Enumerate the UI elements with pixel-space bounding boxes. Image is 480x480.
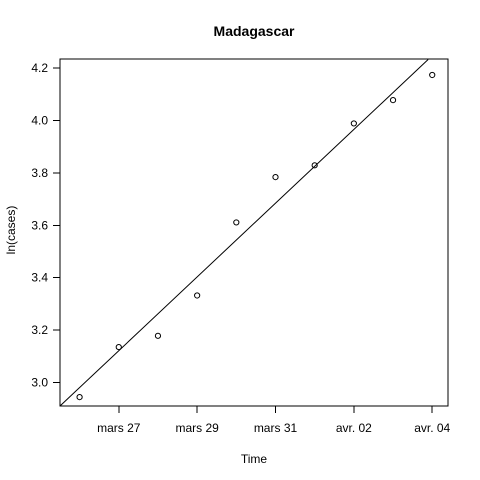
data-point xyxy=(311,162,318,169)
y-tick-label: 3.0 xyxy=(31,375,48,389)
regression-line xyxy=(59,59,429,407)
y-axis-label: ln(cases) xyxy=(4,206,18,255)
data-point xyxy=(154,332,162,339)
y-tick-label: 4.0 xyxy=(31,114,48,128)
data-point xyxy=(389,97,397,104)
x-tick-label: mars 31 xyxy=(254,421,298,435)
data-point xyxy=(194,292,201,299)
x-tick-label: avr. 02 xyxy=(336,421,372,435)
y-tick-label: 3.4 xyxy=(31,271,48,285)
chart-title: Madagascar xyxy=(214,23,295,39)
data-point xyxy=(272,174,279,181)
data-point xyxy=(429,71,436,79)
x-axis-label: Time xyxy=(241,452,268,466)
y-tick-label: 3.8 xyxy=(31,166,48,180)
y-tick-label: 3.6 xyxy=(31,218,48,232)
y-tick-label: 4.2 xyxy=(31,61,48,75)
x-tick-label: mars 27 xyxy=(97,421,141,435)
plot-frame xyxy=(59,58,449,407)
data-point xyxy=(115,343,122,351)
x-tick-label: avr. 04 xyxy=(414,421,450,435)
data-point xyxy=(350,120,357,127)
data-point xyxy=(76,393,83,401)
x-tick-label: mars 29 xyxy=(175,421,219,435)
data-point xyxy=(233,219,240,226)
y-tick-label: 3.2 xyxy=(31,323,48,337)
